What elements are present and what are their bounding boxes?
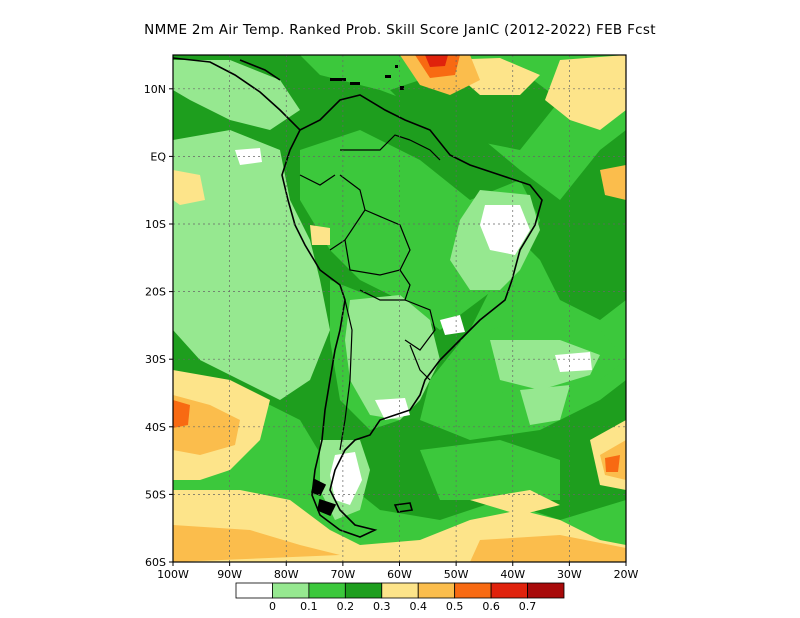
- map-gridlines: [173, 55, 626, 562]
- caribbean-islands: [330, 65, 404, 90]
- colorbar-swatch: [527, 582, 565, 599]
- x-tick-label: 70W: [330, 568, 355, 581]
- colorbar-swatch: [381, 582, 419, 599]
- colorbar-label: 0: [269, 600, 276, 613]
- x-tick-label: 20W: [614, 568, 639, 581]
- colorbar-label: 0.2: [337, 600, 355, 613]
- colorbar-swatch: [454, 582, 492, 599]
- x-tick-label: 60W: [387, 568, 412, 581]
- x-tick-label: 50W: [444, 568, 469, 581]
- colorbar-swatch: [490, 582, 528, 599]
- y-tick-label: EQ: [150, 150, 166, 163]
- y-tick-label: 60S: [145, 556, 166, 569]
- y-tick-label: 40S: [145, 421, 166, 434]
- skill-field-light-green: [173, 60, 600, 520]
- colorbar-swatch: [417, 582, 456, 599]
- y-axis: 10N EQ 10S 20S 30S 40S 50S 60S: [144, 83, 173, 569]
- colorbar-legend: 0 0.1 0.2 0.3 0.4 0.5 0.6 0.7: [235, 582, 565, 613]
- y-tick-label: 10N: [144, 83, 166, 96]
- x-tick-label: 30W: [557, 568, 582, 581]
- x-axis: 100W 90W 80W 70W 60W 50W 40W 30W 20W: [157, 562, 639, 581]
- y-tick-label: 10S: [145, 218, 166, 231]
- y-tick-label: 20S: [145, 286, 166, 299]
- figure-title: NMME 2m Air Temp. Ranked Prob. Skill Sco…: [144, 22, 656, 38]
- skill-field-white: [235, 148, 592, 505]
- x-tick-label: 90W: [217, 568, 242, 581]
- x-tick-label: 40W: [500, 568, 525, 581]
- colorbar-label: 0.5: [446, 600, 464, 613]
- colorbar-swatch: [272, 582, 310, 599]
- skill-field-red: [173, 55, 620, 472]
- colorbar-swatch: [235, 582, 273, 599]
- colorbar-label: 0.1: [300, 600, 318, 613]
- south-america-coastline: [173, 57, 543, 538]
- x-tick-label: 80W: [274, 568, 299, 581]
- skill-field-orange: [173, 55, 626, 562]
- colorbar-label: 0.7: [519, 600, 537, 613]
- colorbar-swatch: [344, 582, 383, 599]
- colorbar-label: 0.4: [409, 600, 427, 613]
- map-plot-area: [173, 55, 626, 562]
- x-tick-label: 100W: [157, 568, 189, 581]
- colorbar-label: 0.6: [482, 600, 500, 613]
- colorbar-label: 0.3: [373, 600, 391, 613]
- colorbar-swatch: [308, 582, 346, 599]
- y-tick-label: 50S: [145, 488, 166, 501]
- y-tick-label: 30S: [145, 353, 166, 366]
